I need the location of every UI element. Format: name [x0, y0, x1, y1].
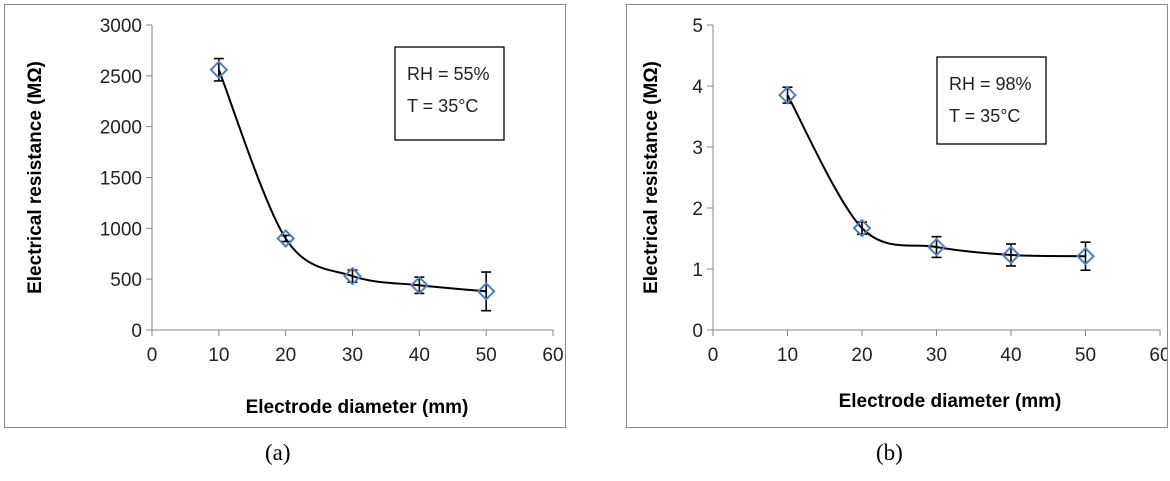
chart-1-data-point-marker — [1076, 246, 1095, 266]
chart-0-x-tick-label: 20 — [275, 345, 296, 366]
chart-1-x-tick-label: 40 — [1000, 345, 1021, 366]
chart-1-data-point-marker — [852, 218, 872, 238]
chart-0-y-tick-label: 2500 — [100, 67, 142, 88]
chart-1-x-tick-label: 60 — [1149, 345, 1167, 366]
chart-1-x-tick-label: 0 — [708, 345, 719, 366]
chart-1-y-tick-label: 0 — [692, 321, 703, 342]
chart-1-y-tick-label: 4 — [692, 77, 703, 98]
chart-1-data-point-marker — [1001, 245, 1021, 265]
chart-0-y-tick-label: 2000 — [100, 118, 142, 139]
chart-1-data-point-marker — [778, 85, 797, 105]
chart-0-x-tick-label: 30 — [342, 345, 363, 366]
chart-0-x-tick-label: 0 — [147, 345, 158, 366]
chart-1-trend-curve — [786, 94, 1086, 258]
chart-0-y-tick-label: 1000 — [100, 219, 142, 240]
chart-1-y-tick-label: 2 — [692, 199, 703, 220]
chart-0-data-point-marker — [343, 266, 362, 286]
chart-0-data-point-marker — [409, 275, 429, 295]
panel-caption-b: (b) — [876, 440, 903, 465]
chart-1-y-tick-label: 3 — [692, 138, 703, 159]
chart-panel-a: 0 500 1000 1500 2000 2500 3000 0 10 20 30 40 50 60 Ele… — [4, 4, 566, 428]
chart-0-x-tick-label: 10 — [208, 345, 229, 366]
chart-0-y-tick-label: 500 — [110, 270, 142, 291]
chart-1-annotation-box — [936, 56, 1047, 145]
chart-0-y-axis-title: Electrical resistance (MΩ) — [25, 61, 46, 294]
chart-panel-b: 0 1 2 3 4 5 0 10 20 30 40 50 60 Electrode diameter (m… — [626, 4, 1168, 428]
panel-caption-a: (a) — [265, 440, 291, 465]
chart-1-x-tick-label: 30 — [926, 345, 947, 366]
chart-0-annotation-text: T = 35°C — [407, 96, 478, 116]
chart-1-y-axis-title: Electrical resistance (MΩ) — [641, 61, 662, 294]
chart-0-x-tick-label: 40 — [409, 345, 430, 366]
chart-1-x-tick-label: 50 — [1075, 345, 1096, 366]
chart-0-annotation-text: RH = 55% — [407, 64, 490, 84]
chart-0-y-tick-label: 0 — [131, 321, 142, 342]
chart-0-trend-curve — [217, 69, 487, 293]
chart-0-x-axis-title: Electrode diameter (mm) — [246, 397, 469, 418]
chart-0-x-tick-label: 60 — [542, 345, 563, 366]
chart-0-data-point-marker — [209, 60, 229, 80]
chart-1-y-tick-label: 1 — [692, 260, 703, 281]
chart-0-y-tick-label: 3000 — [100, 16, 142, 37]
chart-0-data-point-marker — [276, 229, 296, 248]
chart-0-annotation-box — [394, 46, 505, 141]
chart-1-y-tick-label: 5 — [692, 16, 703, 37]
chart-a-svg: 0 500 1000 1500 2000 2500 3000 0 10 20 30 40 50 60 Ele… — [25, 16, 564, 418]
chart-1-annotation-text: T = 35°C — [949, 106, 1020, 126]
chart-0-y-tick-label: 1500 — [100, 169, 142, 190]
chart-1-x-axis-title: Electrode diameter (mm) — [839, 391, 1062, 412]
chart-0-x-tick-label: 50 — [476, 345, 497, 366]
chart-1-x-tick-label: 20 — [851, 345, 872, 366]
chart-1-annotation-text: RH = 98% — [949, 74, 1032, 94]
chart-1-x-tick-label: 10 — [777, 345, 798, 366]
chart-1-data-point-marker — [927, 237, 946, 257]
chart-0-data-point-marker — [476, 281, 496, 301]
